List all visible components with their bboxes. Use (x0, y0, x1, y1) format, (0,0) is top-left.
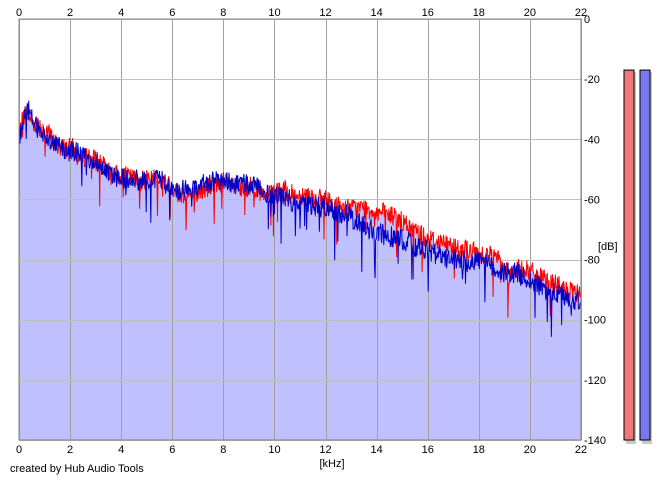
x-tick-bottom-12: 12 (319, 444, 331, 456)
x-tick-top-8: 8 (220, 7, 226, 19)
series-line-1 (18, 100, 582, 337)
y-tick-0: 0 (584, 14, 590, 26)
y-tick--120: -120 (584, 375, 606, 387)
x-tick-bottom-10: 10 (268, 444, 280, 456)
x-tick-top-6: 6 (169, 7, 175, 19)
y-tick--60: -60 (584, 194, 600, 206)
x-tick-top-16: 16 (422, 7, 434, 19)
x-tick-top-22: 22 (575, 7, 587, 19)
x-tick-bottom-8: 8 (220, 444, 226, 456)
x-tick-bottom-16: 16 (422, 444, 434, 456)
x-tick-bottom-22: 22 (575, 444, 587, 456)
x-tick-top-14: 14 (371, 7, 383, 19)
level-meter-0 (623, 69, 635, 441)
x-axis-label: [kHz] (319, 458, 344, 470)
y-tick--40: -40 (584, 134, 600, 146)
y-tick-labels: 0 -20 -40 -60 -80 -100 -120 -140 (584, 14, 606, 447)
level-meters (623, 69, 652, 445)
x-tick-top-10: 10 (268, 7, 280, 19)
plot-frame (18, 18, 582, 441)
x-tick-bottom-18: 18 (473, 444, 485, 456)
y-tick--20: -20 (584, 74, 600, 86)
x-tick-top-20: 20 (524, 7, 536, 19)
y-tick--140: -140 (584, 435, 606, 447)
x-tick-bottom-2: 2 (67, 444, 73, 456)
y-tick--100: -100 (584, 315, 606, 327)
y-axis-label: [dB] (598, 241, 618, 253)
x-tick-bottom-6: 6 (169, 444, 175, 456)
x-tick-bottom-0: 0 (16, 444, 22, 456)
x-tick-bottom-4: 4 (118, 444, 124, 456)
x-tick-top-0: 0 (16, 7, 22, 19)
x-tick-top-12: 12 (319, 7, 331, 19)
x-tick-top-4: 4 (118, 7, 124, 19)
credit-text: created by Hub Audio Tools (10, 463, 144, 475)
level-meter-1 (639, 69, 651, 441)
x-tick-bottom-20: 20 (524, 444, 536, 456)
x-tick-top-2: 2 (67, 7, 73, 19)
x-tick-bottom-14: 14 (371, 444, 383, 456)
x-tick-labels-bottom: 0 2 4 6 8 10 12 14 16 18 20 22 (16, 444, 587, 456)
spectrum-fill-area (19, 100, 581, 440)
series-lines (18, 100, 582, 337)
x-tick-labels-top: 0 2 4 6 8 10 12 14 16 18 20 22 (16, 7, 587, 19)
x-tick-top-18: 18 (473, 7, 485, 19)
y-tick--80: -80 (584, 255, 600, 267)
